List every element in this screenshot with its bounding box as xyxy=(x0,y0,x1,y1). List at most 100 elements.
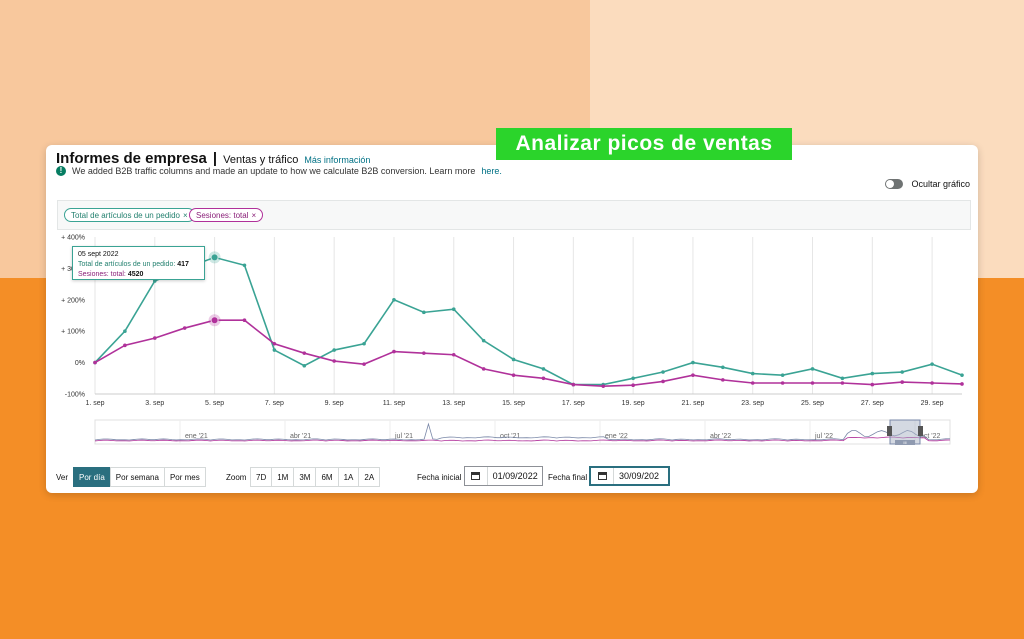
calendar-icon[interactable] xyxy=(591,468,614,484)
data-point xyxy=(541,376,546,381)
navigator-handle-right xyxy=(918,426,923,436)
data-point xyxy=(272,341,277,346)
zoom-6m-button[interactable]: 6M xyxy=(315,467,339,487)
navigator-label: oct '21 xyxy=(500,433,521,440)
highlight-halo xyxy=(208,251,221,264)
start-date-input[interactable]: 01/09/2022 xyxy=(464,466,543,486)
y-tick-label: + 100% xyxy=(61,329,85,336)
view-by-week-button[interactable]: Por semana xyxy=(109,467,165,487)
data-point xyxy=(780,381,785,385)
data-point xyxy=(422,310,426,315)
report-panel: Informes de empresa | Ventas y tráfico M… xyxy=(46,145,978,493)
navigator-trace-sessions xyxy=(94,436,951,442)
data-point xyxy=(242,318,247,323)
hide-chart-toggle-wrap: Ocultar gráfico xyxy=(885,179,970,189)
data-point xyxy=(152,279,157,283)
zoom-2a-button[interactable]: 2A xyxy=(358,467,381,487)
data-point xyxy=(210,316,219,325)
zoom-1a-button[interactable]: 1A xyxy=(337,467,360,487)
close-icon[interactable]: × xyxy=(182,210,188,220)
notice-learn-more-link[interactable]: here. xyxy=(481,166,502,176)
data-point xyxy=(601,384,606,388)
x-tick-label: 11. sep xyxy=(383,400,406,407)
hide-chart-label: Ocultar gráfico xyxy=(911,179,970,189)
zoom-7d-button[interactable]: 7D xyxy=(250,467,273,487)
title-separator: | xyxy=(212,150,218,167)
x-tick-label: 7. sep xyxy=(265,400,284,407)
data-point xyxy=(631,376,635,381)
data-point xyxy=(721,378,725,382)
data-point xyxy=(870,382,875,387)
data-point xyxy=(123,329,127,333)
metric-filter-bar: Total de artículos de un pedido × Sesion… xyxy=(57,200,971,230)
filter-chip-label: Sesiones: total xyxy=(196,210,249,220)
data-point xyxy=(93,360,97,365)
x-tick-label: 3. sep xyxy=(145,400,164,407)
end-date-input[interactable]: 30/09/202 xyxy=(589,466,670,486)
data-point xyxy=(780,373,785,377)
navigator-label: jul '21 xyxy=(394,433,413,440)
data-point xyxy=(210,253,219,262)
data-point xyxy=(511,357,516,362)
data-point xyxy=(900,380,905,384)
end-date-value: 30/09/202 xyxy=(619,471,660,481)
exclamation-icon: ! xyxy=(56,166,66,176)
zoom-1m-button[interactable]: 1M xyxy=(271,467,295,487)
headline-banner: Analizar picos de ventas xyxy=(496,128,792,160)
data-point xyxy=(840,376,845,381)
data-point xyxy=(691,360,695,365)
filter-chip-items-ordered[interactable]: Total de artículos de un pedido × xyxy=(64,208,195,222)
data-point xyxy=(661,370,665,374)
y-tick-label: -100% xyxy=(65,392,85,399)
end-date-label: Fecha final xyxy=(548,473,588,482)
data-point xyxy=(541,367,546,371)
x-tick-label: 21. sep xyxy=(681,400,704,407)
chart-controls: Ver Por día Por semana Por mes Zoom 7D 1… xyxy=(46,465,978,489)
page-subtitle: Ventas y tráfico xyxy=(223,154,299,166)
data-point xyxy=(451,307,456,312)
navigator-label: jul '22 xyxy=(814,433,833,440)
x-tick-label: 19. sep xyxy=(622,400,645,407)
tooltip-row-sessions: Sesiones: total: 4520 xyxy=(78,270,199,280)
data-point xyxy=(721,365,725,370)
data-point xyxy=(870,371,875,376)
view-by-day-button[interactable]: Por día xyxy=(73,467,111,487)
x-tick-label: 25. sep xyxy=(801,400,824,407)
navigator-handle-label: III xyxy=(903,440,906,445)
close-icon[interactable]: × xyxy=(251,210,257,220)
data-point xyxy=(960,373,964,377)
tooltip-row-items-ordered: Total de artículos de un pedido: 417 xyxy=(78,260,199,270)
tooltip-date: 05 sept 2022 xyxy=(78,251,119,258)
y-tick-label: 0% xyxy=(75,360,85,367)
y-tick-label: + 400% xyxy=(61,235,85,242)
series-line-1 xyxy=(94,319,963,387)
view-by-month-button[interactable]: Por mes xyxy=(163,467,206,487)
data-point xyxy=(900,370,905,374)
more-info-link[interactable]: Más información xyxy=(304,155,371,165)
data-point xyxy=(930,362,934,366)
calendar-icon[interactable] xyxy=(465,467,488,485)
x-tick-label: 5. sep xyxy=(205,400,224,407)
data-point xyxy=(840,381,845,385)
x-tick-label: 17. sep xyxy=(562,400,585,407)
data-point xyxy=(750,381,755,385)
x-tick-label: 9. sep xyxy=(325,400,344,407)
zoom-button-group: 7D 1M 3M 6M 1A 2A xyxy=(250,467,381,487)
hide-chart-toggle[interactable] xyxy=(885,179,904,189)
y-tick-label: + 200% xyxy=(61,297,85,304)
notice-banner: ! We added B2B traffic columns and made … xyxy=(56,166,502,176)
filter-chip-sessions[interactable]: Sesiones: total × xyxy=(189,208,264,222)
notice-text: We added B2B traffic columns and made an… xyxy=(72,166,476,176)
chart-tooltip: 05 sept 2022 Total de artículos de un pe… xyxy=(72,246,205,280)
navigator-label: ene '21 xyxy=(185,433,208,440)
data-point xyxy=(332,348,336,352)
zoom-3m-button[interactable]: 3M xyxy=(293,467,317,487)
filter-chip-label: Total de artículos de un pedido xyxy=(71,210,180,220)
report-header: Informes de empresa | Ventas y tráfico M… xyxy=(56,150,370,167)
data-point xyxy=(451,352,456,357)
x-tick-label: 13. sep xyxy=(442,400,465,407)
tooltip-value: 417 xyxy=(177,261,189,268)
sales-traffic-chart[interactable]: 1. sep 3. sep 5. sep 7. sep 9. sep 11. sep 13.… xyxy=(57,231,971,461)
navigator-label: abr '21 xyxy=(290,433,311,440)
data-point xyxy=(152,336,157,340)
